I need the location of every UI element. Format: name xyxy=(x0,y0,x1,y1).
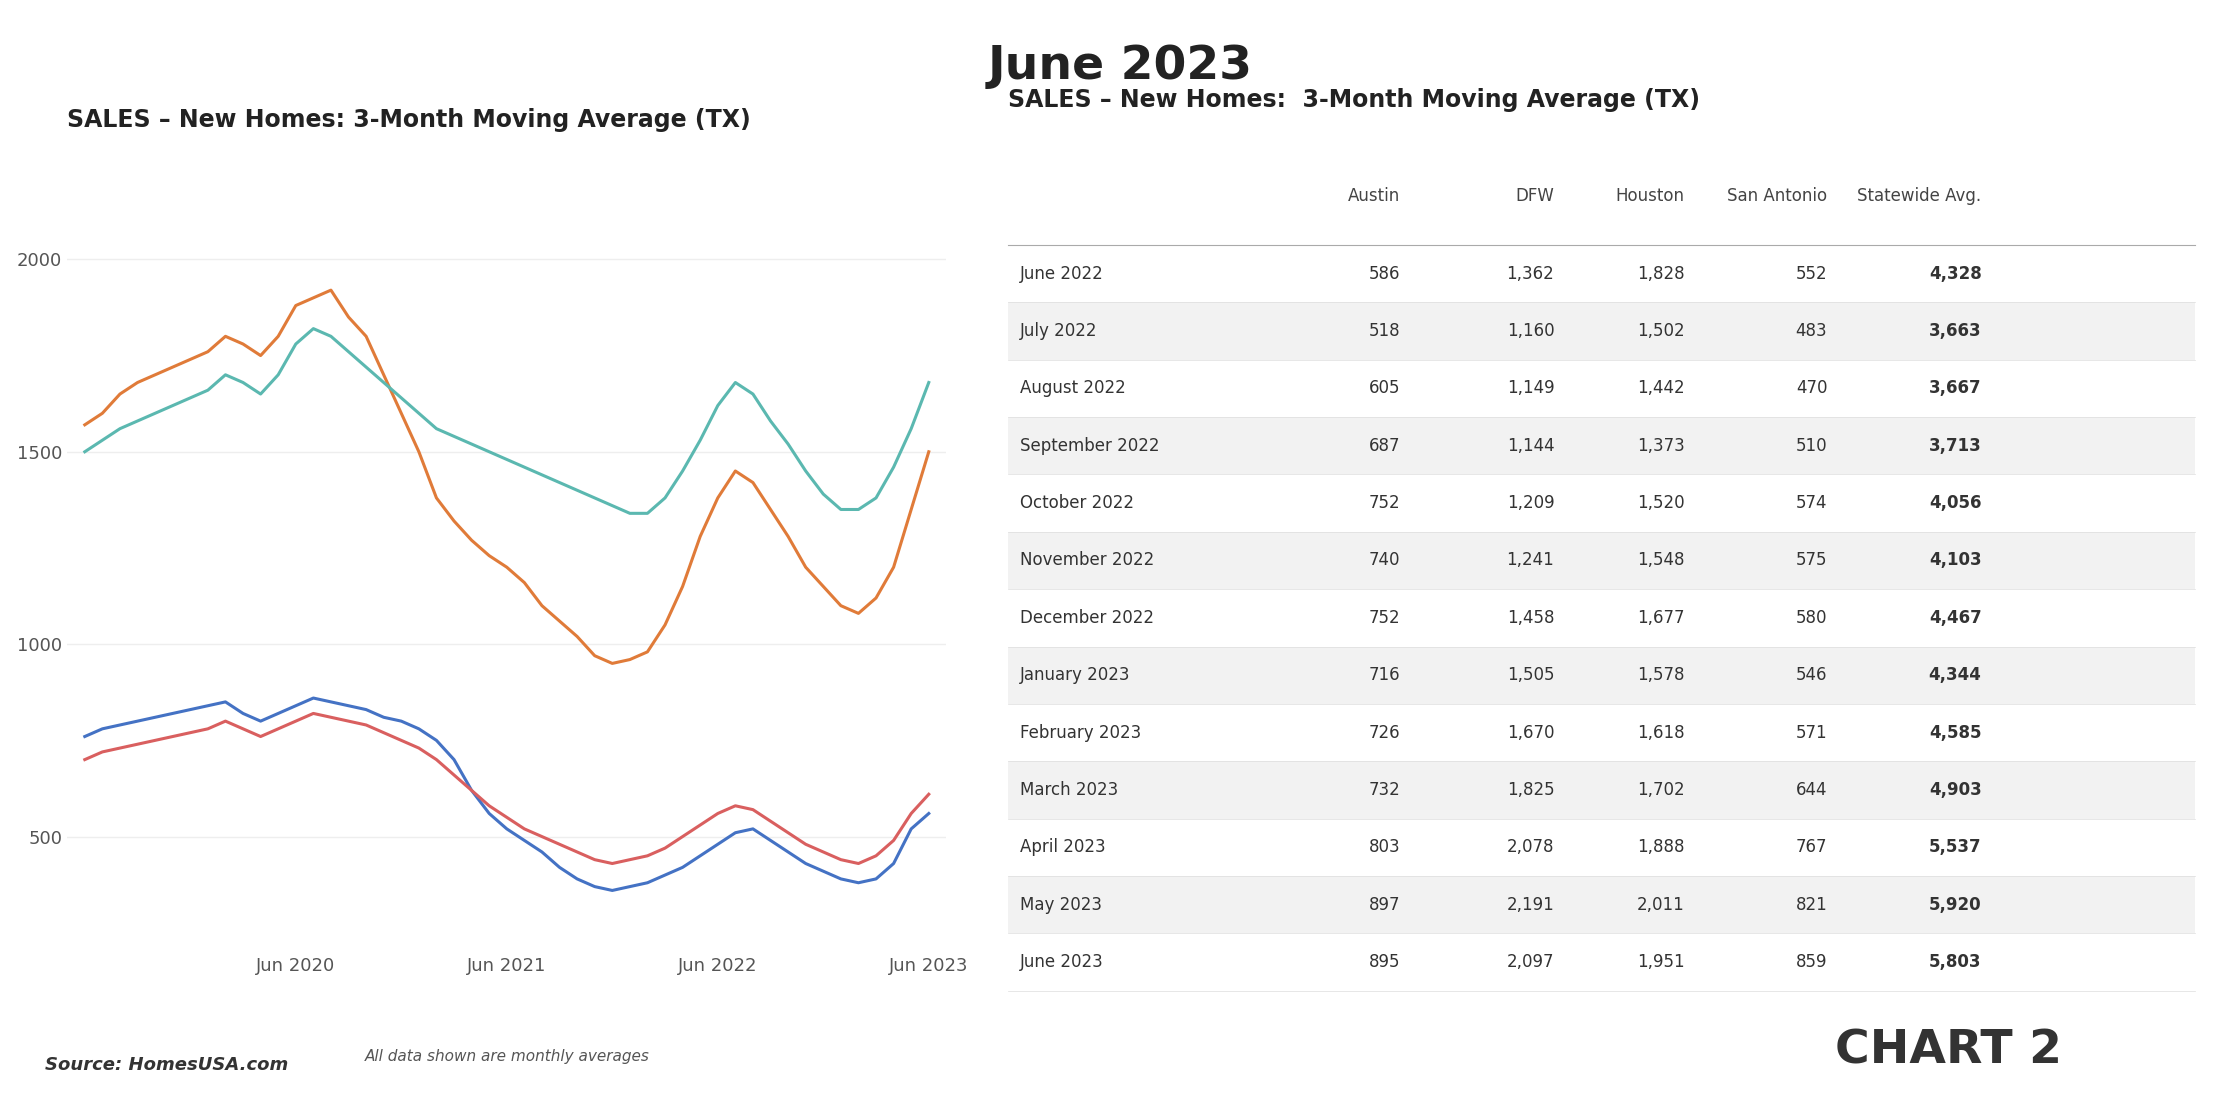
Bar xyxy=(1008,646,2195,704)
Bar xyxy=(1008,302,2195,360)
Text: July 2022: July 2022 xyxy=(1019,322,1098,340)
Text: 2,097: 2,097 xyxy=(1508,953,1555,971)
Text: 483: 483 xyxy=(1796,322,1828,340)
Text: 1,828: 1,828 xyxy=(1637,265,1684,282)
Text: DFW: DFW xyxy=(1516,187,1555,206)
Bar xyxy=(1008,417,2195,475)
Text: 1,888: 1,888 xyxy=(1637,838,1684,857)
Text: 1,502: 1,502 xyxy=(1637,322,1684,340)
Text: 1,160: 1,160 xyxy=(1508,322,1555,340)
Text: 574: 574 xyxy=(1796,494,1828,513)
Text: 5,920: 5,920 xyxy=(1929,896,1982,913)
Text: San Antonio: San Antonio xyxy=(1727,187,1828,206)
Text: 1,825: 1,825 xyxy=(1508,782,1555,799)
Text: 732: 732 xyxy=(1369,782,1400,799)
Text: SALES – New Homes: 3-Month Moving Average (TX): SALES – New Homes: 3-Month Moving Averag… xyxy=(67,108,750,132)
Text: 1,373: 1,373 xyxy=(1637,437,1684,455)
Text: 4,328: 4,328 xyxy=(1929,265,1982,282)
Text: 4,103: 4,103 xyxy=(1929,551,1982,569)
Text: 1,209: 1,209 xyxy=(1508,494,1555,513)
Text: 1,618: 1,618 xyxy=(1637,724,1684,742)
Text: 1,677: 1,677 xyxy=(1637,609,1684,627)
Text: 859: 859 xyxy=(1796,953,1828,971)
Text: 3,663: 3,663 xyxy=(1929,322,1982,340)
Text: 4,903: 4,903 xyxy=(1929,782,1982,799)
Text: 1,241: 1,241 xyxy=(1508,551,1555,569)
Text: 1,548: 1,548 xyxy=(1637,551,1684,569)
Bar xyxy=(1008,531,2195,589)
Text: 5,537: 5,537 xyxy=(1929,838,1982,857)
Text: Austin: Austin xyxy=(1348,187,1400,206)
Bar xyxy=(1008,762,2195,819)
Text: 895: 895 xyxy=(1369,953,1400,971)
Text: February 2023: February 2023 xyxy=(1019,724,1142,742)
Text: May 2023: May 2023 xyxy=(1019,896,1102,913)
Text: 1,149: 1,149 xyxy=(1508,380,1555,397)
Text: 752: 752 xyxy=(1369,609,1400,627)
Text: 1,578: 1,578 xyxy=(1637,666,1684,684)
Text: 740: 740 xyxy=(1369,551,1400,569)
Text: December 2022: December 2022 xyxy=(1019,609,1154,627)
Text: 2,191: 2,191 xyxy=(1508,896,1555,913)
Text: June 2023: June 2023 xyxy=(1019,953,1104,971)
Text: 767: 767 xyxy=(1796,838,1828,857)
Text: 510: 510 xyxy=(1796,437,1828,455)
Text: 716: 716 xyxy=(1369,666,1400,684)
Text: June 2022: June 2022 xyxy=(1019,265,1104,282)
Text: 546: 546 xyxy=(1796,666,1828,684)
Bar xyxy=(1008,876,2195,933)
Text: 5,803: 5,803 xyxy=(1929,953,1982,971)
Text: 470: 470 xyxy=(1796,380,1828,397)
Text: 1,505: 1,505 xyxy=(1508,666,1555,684)
Text: March 2023: March 2023 xyxy=(1019,782,1118,799)
Text: April 2023: April 2023 xyxy=(1019,838,1107,857)
Text: 571: 571 xyxy=(1796,724,1828,742)
Text: 4,056: 4,056 xyxy=(1929,494,1982,513)
Text: 2,011: 2,011 xyxy=(1637,896,1684,913)
Text: 1,951: 1,951 xyxy=(1637,953,1684,971)
Text: November 2022: November 2022 xyxy=(1019,551,1154,569)
Text: Houston: Houston xyxy=(1615,187,1684,206)
Text: 687: 687 xyxy=(1369,437,1400,455)
Text: 4,344: 4,344 xyxy=(1929,666,1982,684)
Text: 726: 726 xyxy=(1369,724,1400,742)
Text: Source: HomesUSA.com: Source: HomesUSA.com xyxy=(45,1056,289,1074)
Text: 4,585: 4,585 xyxy=(1929,724,1982,742)
Text: 803: 803 xyxy=(1369,838,1400,857)
Text: August 2022: August 2022 xyxy=(1019,380,1127,397)
Text: 1,442: 1,442 xyxy=(1637,380,1684,397)
Text: 518: 518 xyxy=(1369,322,1400,340)
Text: All data shown are monthly averages: All data shown are monthly averages xyxy=(365,1049,650,1064)
Text: 605: 605 xyxy=(1369,380,1400,397)
Text: 1,458: 1,458 xyxy=(1508,609,1555,627)
Text: 821: 821 xyxy=(1796,896,1828,913)
Text: 3,667: 3,667 xyxy=(1929,380,1982,397)
Text: 1,702: 1,702 xyxy=(1637,782,1684,799)
Text: June 2023: June 2023 xyxy=(988,44,1252,90)
Text: Statewide Avg.: Statewide Avg. xyxy=(1857,187,1982,206)
Text: 1,520: 1,520 xyxy=(1637,494,1684,513)
Text: 4,467: 4,467 xyxy=(1929,609,1982,627)
Text: 644: 644 xyxy=(1796,782,1828,799)
Text: 897: 897 xyxy=(1369,896,1400,913)
Text: 3,713: 3,713 xyxy=(1929,437,1982,455)
Text: 2,078: 2,078 xyxy=(1508,838,1555,857)
Text: CHART 2: CHART 2 xyxy=(1835,1028,2063,1074)
Text: 1,144: 1,144 xyxy=(1508,437,1555,455)
Text: 586: 586 xyxy=(1369,265,1400,282)
Text: January 2023: January 2023 xyxy=(1019,666,1131,684)
Text: SALES – New Homes:  3-Month Moving Average (TX): SALES – New Homes: 3-Month Moving Averag… xyxy=(1008,87,1700,112)
Text: 752: 752 xyxy=(1369,494,1400,513)
Text: 1,362: 1,362 xyxy=(1508,265,1555,282)
Text: September 2022: September 2022 xyxy=(1019,437,1160,455)
Text: 1,670: 1,670 xyxy=(1508,724,1555,742)
Text: 575: 575 xyxy=(1796,551,1828,569)
Text: 552: 552 xyxy=(1796,265,1828,282)
Text: 580: 580 xyxy=(1796,609,1828,627)
Text: October 2022: October 2022 xyxy=(1019,494,1133,513)
